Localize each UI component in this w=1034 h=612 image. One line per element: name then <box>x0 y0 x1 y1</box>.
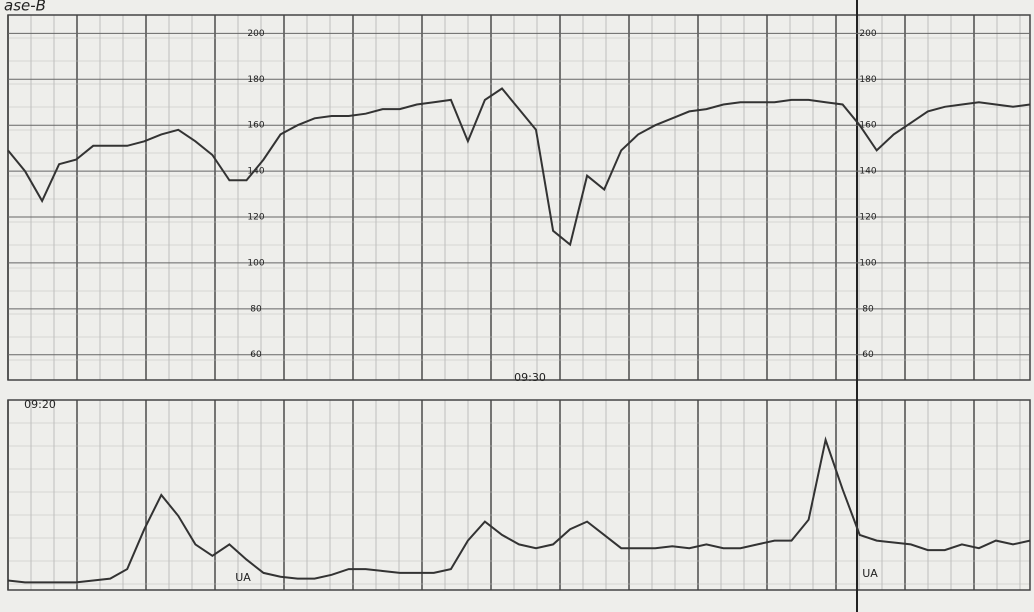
y-tick-label: 100 <box>859 258 876 268</box>
y-tick-label: 80 <box>250 304 262 314</box>
y-tick-label: 160 <box>247 121 264 131</box>
y-tick-label: 100 <box>247 258 264 268</box>
case-label: ase-B <box>4 0 46 15</box>
annotation: UA <box>862 567 878 580</box>
y-tick-label: 60 <box>862 350 874 360</box>
y-tick-label: 60 <box>250 350 262 360</box>
y-tick-label: 120 <box>247 213 264 223</box>
y-tick-label: 200 <box>247 29 264 39</box>
y-tick-label: 140 <box>859 167 876 177</box>
y-tick-label: 180 <box>247 75 264 85</box>
annotation: 09:20 <box>24 398 56 411</box>
y-tick-label: 80 <box>862 304 874 314</box>
paper <box>0 0 1034 612</box>
ctg-strip: ase-B 6060808010010012012014014016016018… <box>0 0 1034 612</box>
page: ase-B 6060808010010012012014014016016018… <box>0 0 1034 612</box>
annotation: UA <box>235 571 251 584</box>
annotation: 09:30 <box>514 371 546 384</box>
y-tick-label: 180 <box>859 75 876 85</box>
y-tick-label: 200 <box>859 29 876 39</box>
y-tick-label: 120 <box>859 213 876 223</box>
